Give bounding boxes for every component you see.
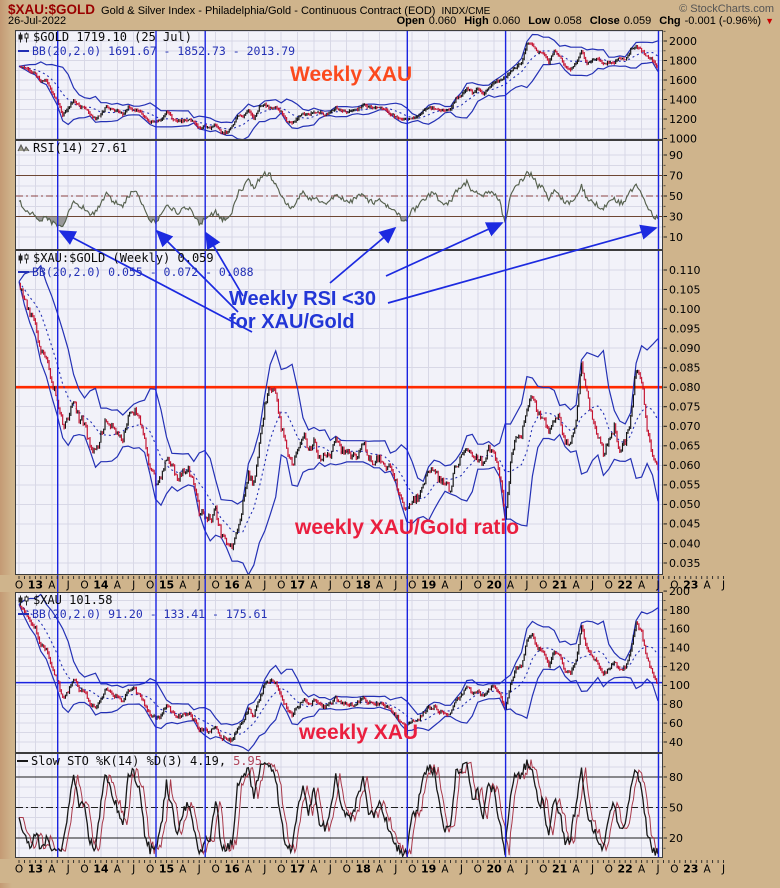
svg-text:0.070: 0.070 — [669, 420, 701, 433]
close-value: 0.059 — [623, 15, 652, 27]
svg-text:0.075: 0.075 — [669, 401, 701, 414]
svg-text:1200: 1200 — [669, 113, 697, 126]
svg-text:80: 80 — [669, 771, 683, 784]
svg-text:0.045: 0.045 — [669, 518, 701, 531]
high-label: High — [464, 15, 489, 27]
svg-text:0.050: 0.050 — [669, 498, 701, 511]
date-axis-strip-bottom — [0, 859, 780, 883]
chart-date: 26-Jul-2022 — [8, 15, 67, 27]
svg-text:0.090: 0.090 — [669, 342, 701, 355]
symbol-title: $XAU:$GOLD — [8, 2, 96, 17]
svg-text:100: 100 — [669, 679, 690, 692]
xau-panel-legend: $XAU 101.58 — [17, 593, 112, 607]
svg-text:70: 70 — [669, 169, 683, 182]
svg-text:1400: 1400 — [669, 93, 697, 106]
chart-header: $XAU:$GOLD Gold & Silver Index - Philade… — [8, 2, 490, 17]
bb-line-swatch — [18, 49, 29, 52]
svg-text:1600: 1600 — [669, 74, 697, 87]
svg-text:0.035: 0.035 — [669, 557, 701, 570]
svg-text:160: 160 — [669, 623, 690, 636]
svg-text:180: 180 — [669, 604, 690, 617]
svg-text:0.100: 0.100 — [669, 303, 701, 316]
svg-text:0.095: 0.095 — [669, 322, 701, 335]
gold-bb-legend: BB(20,2.0) 1691.67 - 1852.73 - 2013.79 — [18, 44, 295, 58]
svg-text:1800: 1800 — [669, 54, 697, 67]
annotation-weekly-xau-bottom: weekly XAU — [299, 721, 419, 744]
copyright: © StockCharts.com — [679, 3, 774, 15]
candlestick-icon — [18, 253, 29, 263]
svg-text:10: 10 — [669, 231, 683, 244]
xau-bb-legend: BB(20,2.0) 91.20 - 133.41 - 175.61 — [18, 607, 267, 621]
svg-text:0.080: 0.080 — [669, 381, 701, 394]
svg-text:90: 90 — [669, 149, 683, 162]
chg-value: -0.001 (-0.96%) — [684, 15, 762, 27]
symbol-description: Gold & Silver Index - Philadelphia/Gold … — [101, 5, 436, 17]
low-label: Low — [528, 15, 551, 27]
svg-text:0.110: 0.110 — [669, 264, 701, 277]
ratio-panel-legend: $XAU:$GOLD (Weekly) 0.059 — [17, 251, 214, 265]
svg-text:140: 140 — [669, 642, 690, 655]
annotation-weekly-xau-top: Weekly XAU — [290, 63, 413, 86]
xau-legend-text: $XAU 101.58 — [33, 593, 113, 607]
date-axis-strip-middle — [0, 575, 780, 592]
svg-text:40: 40 — [669, 736, 683, 749]
callout-line1: Weekly RSI <30 — [229, 288, 376, 310]
indicator-line-icon — [17, 143, 30, 152]
svg-text:0.060: 0.060 — [669, 459, 701, 472]
annotation-rsi-callout: Weekly RSI <30 for XAU/Gold — [229, 288, 376, 334]
candlestick-icon — [18, 32, 29, 42]
gold-panel-legend: $GOLD 1719.10 (25 Jul) — [17, 30, 192, 44]
close-label: Close — [589, 15, 620, 27]
ohlc-quote: Open 0.060 High 0.060 Low 0.058 Close 0.059 … — [393, 15, 774, 27]
svg-text:0.055: 0.055 — [669, 479, 701, 492]
open-value: 0.060 — [428, 15, 457, 27]
svg-text:1000: 1000 — [669, 132, 697, 145]
ratio-bb-legend: BB(20,2.0) 0.055 - 0.072 - 0.088 — [18, 265, 254, 279]
bb-line-swatch — [18, 612, 29, 615]
rsi-legend-text: RSI(14) 27.61 — [33, 141, 127, 155]
svg-text:80: 80 — [669, 698, 683, 711]
bb-line-swatch — [18, 270, 29, 273]
svg-text:0.065: 0.065 — [669, 440, 701, 453]
high-value: 0.060 — [492, 15, 521, 27]
svg-text:30: 30 — [669, 210, 683, 223]
ratio-bb-text: BB(20,2.0) 0.055 - 0.072 - 0.088 — [32, 264, 254, 279]
svg-text:0.105: 0.105 — [669, 283, 701, 296]
low-value: 0.058 — [554, 15, 582, 27]
gold-legend-text: $GOLD 1719.10 (25 Jul) — [33, 30, 192, 44]
svg-text:20: 20 — [669, 832, 683, 845]
gold-bb-text: BB(20,2.0) 1691.67 - 1852.73 - 2013.79 — [32, 43, 296, 58]
annotation-ratio: weekly XAU/Gold ratio — [295, 516, 520, 539]
chg-label: Chg — [659, 15, 681, 27]
svg-text:0.040: 0.040 — [669, 537, 701, 550]
sto-d-value: 5.95 — [233, 754, 262, 768]
sto-line-swatch — [17, 760, 28, 762]
open-label: Open — [396, 15, 425, 27]
callout-line2: for XAU/Gold — [229, 311, 355, 333]
svg-text:120: 120 — [669, 660, 690, 673]
sto-panel-legend: Slow STO %K(14) %D(3) 4.19, 5.95 — [17, 754, 262, 768]
ratio-legend-text: $XAU:$GOLD (Weekly) 0.059 — [33, 251, 214, 265]
svg-text:60: 60 — [669, 717, 683, 730]
sto-legend-text: Slow STO %K(14) %D(3) 4.19, — [31, 754, 227, 768]
rsi-panel-legend: RSI(14) 27.61 — [17, 141, 127, 155]
svg-text:50: 50 — [669, 190, 683, 203]
candlestick-icon — [18, 595, 29, 605]
svg-text:0.085: 0.085 — [669, 362, 701, 375]
svg-text:50: 50 — [669, 801, 683, 814]
exchange-label: INDX/CME — [441, 6, 491, 17]
xau-bb-text: BB(20,2.0) 91.20 - 133.41 - 175.61 — [32, 606, 268, 621]
change-down-triangle-icon: ▼ — [765, 15, 774, 26]
svg-text:2000: 2000 — [669, 35, 697, 48]
